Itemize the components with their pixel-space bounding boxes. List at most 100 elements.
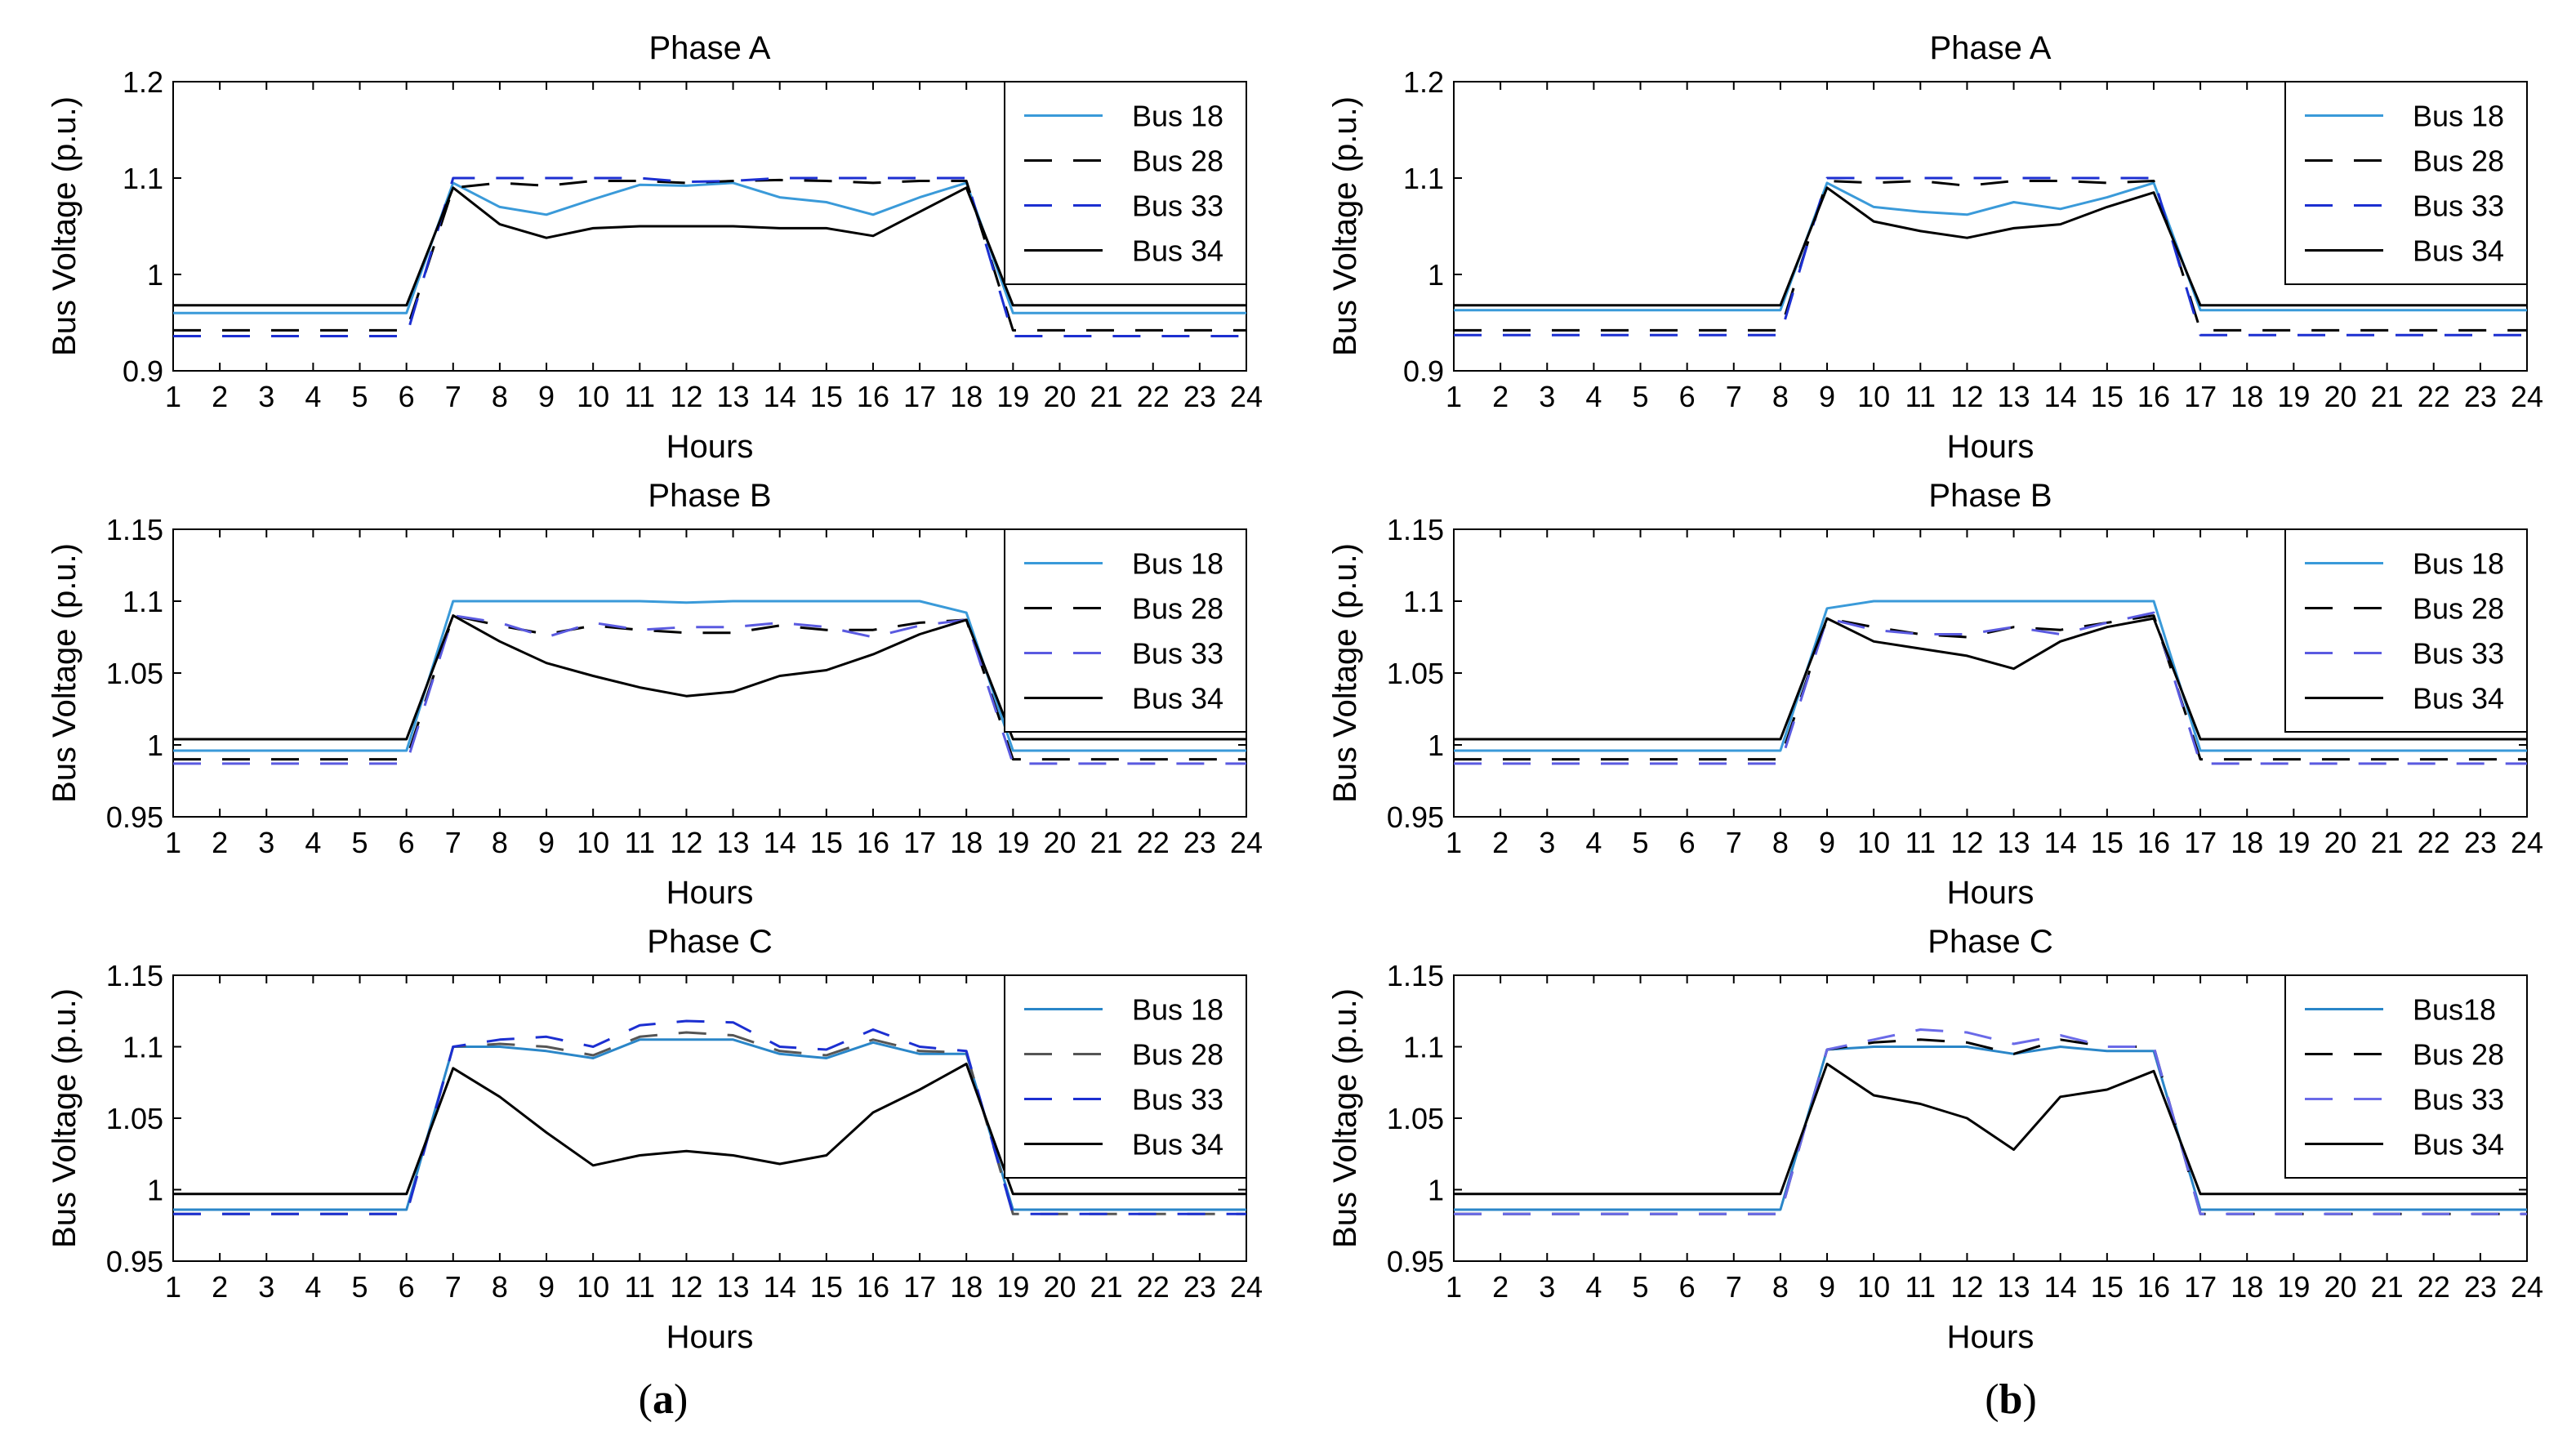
series-line-bus-34	[1454, 186, 2527, 307]
x-tick-label: 19	[2277, 380, 2310, 413]
x-tick-label: 9	[1819, 1270, 1835, 1304]
x-tick-label: 8	[1772, 380, 1789, 413]
x-tick-label: 6	[399, 826, 415, 859]
x-tick-label: 6	[1679, 826, 1696, 859]
x-tick-label: 2	[212, 826, 228, 859]
x-tick-label: 7	[1726, 380, 1742, 413]
y-tick-label: 1	[147, 729, 163, 762]
x-tick-label: 17	[2184, 1270, 2217, 1304]
x-tick-label: 12	[670, 380, 702, 413]
x-tick-label: 18	[950, 826, 983, 859]
x-tick-label: 15	[810, 380, 843, 413]
x-tick-label: 17	[2184, 380, 2217, 413]
x-tick-label: 23	[1183, 1270, 1216, 1304]
x-tick-label: 7	[1726, 1270, 1742, 1304]
y-tick-label: 1.15	[1387, 959, 1444, 992]
legend-label: Bus 18	[1132, 993, 1223, 1027]
x-tick-label: 1	[165, 1270, 181, 1304]
x-tick-label: 18	[2231, 826, 2263, 859]
x-axis-label: Hours	[666, 875, 754, 911]
series-group	[1454, 176, 2527, 337]
x-tick-label: 3	[1539, 380, 1555, 413]
x-tick-label: 6	[399, 380, 415, 413]
x-tick-label: 16	[857, 380, 889, 413]
x-tick-label: 15	[2091, 1270, 2124, 1304]
chart-title: Phase A	[648, 30, 770, 66]
x-tick-label: 12	[670, 826, 702, 859]
y-tick-label: 1.2	[123, 65, 163, 99]
x-tick-label: 5	[1633, 380, 1649, 413]
legend-label: Bus 34	[1132, 234, 1223, 268]
legend-label: Bus 34	[2413, 682, 2504, 716]
series-line-bus-28	[1454, 180, 2527, 332]
x-tick-label: 3	[1539, 826, 1555, 859]
series-line-bus-18	[173, 181, 1246, 314]
x-tick-label: 10	[1857, 380, 1890, 413]
legend: Bus 18 Bus 28 Bus 33 Bus 34	[2284, 528, 2528, 733]
x-tick-label: 13	[1998, 1270, 2030, 1304]
x-tick-label: 1	[165, 826, 181, 859]
x-tick-label: 18	[950, 380, 983, 413]
caption-b: (b)	[1985, 1376, 2037, 1423]
x-tick-label: 23	[1183, 826, 1216, 859]
x-tick-label: 22	[1137, 826, 1170, 859]
y-tick-label: 1.05	[106, 657, 163, 690]
y-tick-label: 1.1	[1403, 585, 1444, 618]
x-tick-label: 16	[2137, 826, 2170, 859]
x-tick-label: 17	[2184, 826, 2217, 859]
y-tick-label: 1.1	[1403, 162, 1444, 195]
series-group	[173, 1019, 1246, 1215]
x-tick-label: 1	[1446, 826, 1462, 859]
x-tick-label: 22	[1137, 380, 1170, 413]
legend-label: Bus 18	[2413, 100, 2504, 133]
x-tick-label: 12	[670, 1270, 702, 1304]
y-axis-label: Bus Voltage (p.u.)	[1327, 543, 1363, 803]
x-axis-label: Hours	[1947, 1319, 2035, 1355]
x-tick-label: 4	[305, 826, 321, 859]
x-tick-label: 16	[857, 826, 889, 859]
x-tick-label: 24	[1230, 380, 1263, 413]
chart-a-phaseB: Phase B1 2 3 4 5 6 7 8 9 10 11 12 13 14 15 16 17 18 19 20 21…	[47, 478, 1263, 911]
x-tick-label: 11	[625, 1270, 655, 1304]
x-tick-label: 14	[2044, 826, 2077, 859]
x-tick-label: 14	[2044, 1270, 2077, 1304]
legend-label: Bus 18	[1132, 547, 1223, 581]
chart-title: Phase A	[1929, 30, 2051, 66]
x-tick-label: 8	[1772, 1270, 1789, 1304]
x-tick-label: 11	[1905, 1270, 1936, 1304]
x-tick-label: 9	[538, 1270, 555, 1304]
x-tick-label: 21	[2371, 826, 2404, 859]
x-tick-label: 3	[258, 380, 274, 413]
y-tick-label: 0.9	[1403, 354, 1444, 388]
y-axis-label: Bus Voltage (p.u.)	[1327, 96, 1363, 356]
x-tick-label: 22	[2418, 1270, 2450, 1304]
x-tick-label: 2	[1492, 1270, 1509, 1304]
chart-b-phaseB: Phase B1 2 3 4 5 6 7 8 9 10 11 12 13 14 15 16 17 18 19 20 21…	[1327, 478, 2543, 911]
x-tick-label: 1	[1446, 1270, 1462, 1304]
legend-label: Bus 33	[1132, 189, 1223, 223]
x-tick-label: 9	[538, 380, 555, 413]
series-group	[1454, 1028, 2527, 1215]
y-tick-label: 1.05	[106, 1102, 163, 1135]
legend-label: Bus 33	[2413, 637, 2504, 671]
series-line-bus-34	[1454, 617, 2527, 741]
y-tick-label: 1	[1428, 1174, 1444, 1207]
y-tick-label: 0.9	[123, 354, 163, 388]
x-tick-label: 10	[577, 826, 609, 859]
x-tick-label: 3	[258, 1270, 274, 1304]
x-tick-label: 4	[305, 380, 321, 413]
series-group	[173, 176, 1246, 337]
x-tick-label: 17	[903, 1270, 936, 1304]
legend: Bus 18 Bus 28 Bus 33 Bus 34	[1004, 81, 1247, 285]
x-tick-label: 19	[2277, 1270, 2310, 1304]
series-line-bus-18	[173, 1038, 1246, 1211]
x-tick-label: 10	[1857, 826, 1890, 859]
x-tick-label: 5	[1633, 826, 1649, 859]
x-axis-label: Hours	[1947, 429, 2035, 465]
x-tick-label: 4	[1585, 826, 1602, 859]
y-tick-label: 1.1	[123, 585, 163, 618]
x-tick-label: 3	[1539, 1270, 1555, 1304]
x-tick-label: 20	[1043, 380, 1076, 413]
y-tick-label: 0.95	[106, 1245, 163, 1278]
x-tick-label: 8	[492, 826, 508, 859]
